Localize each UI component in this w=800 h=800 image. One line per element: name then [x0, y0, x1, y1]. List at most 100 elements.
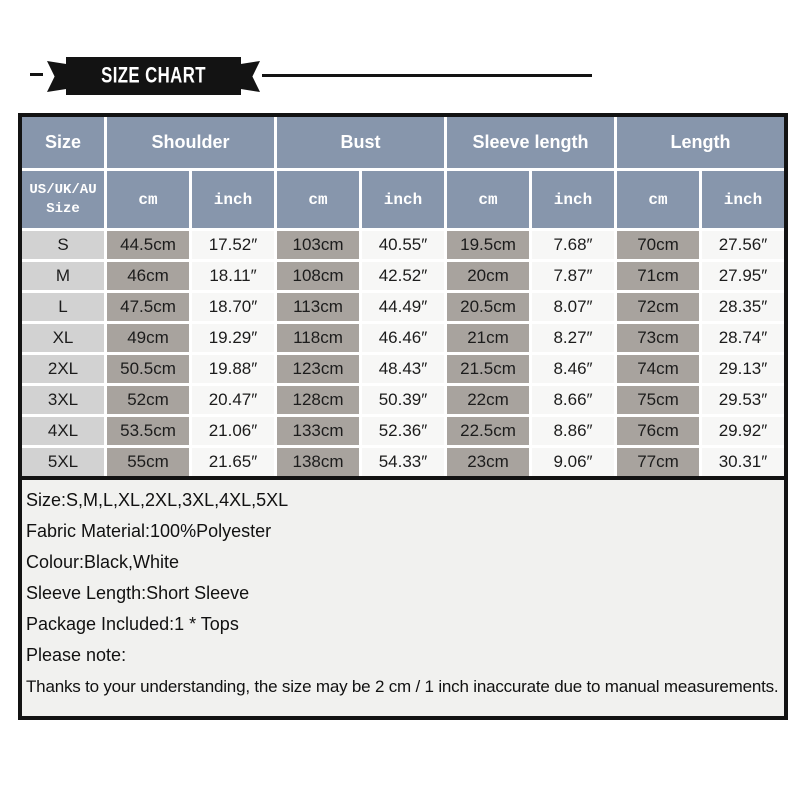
measurement-cell: 28.35″ [702, 293, 784, 321]
group-header-sleeve-length: Sleeve length [447, 117, 614, 168]
measurement-cell: 20cm [447, 262, 529, 290]
size-cell: S [22, 231, 104, 259]
detail-size-line: Size:S,M,L,XL,2XL,3XL,4XL,5XL [26, 490, 289, 510]
size-cell: L [22, 293, 104, 321]
banner-dash [30, 73, 43, 76]
measurement-cell: 23cm [447, 448, 529, 476]
measurement-cell: 46.46″ [362, 324, 444, 352]
measurement-cell: 21cm [447, 324, 529, 352]
ribbon-left-fold-icon [47, 61, 67, 92]
unit-header-cell: inch [702, 171, 784, 228]
measurement-cell: 19.5cm [447, 231, 529, 259]
group-header-bust: Bust [277, 117, 444, 168]
size-cell: 3XL [22, 386, 104, 414]
measurement-cell: 20.47″ [192, 386, 274, 414]
group-header-size: Size [22, 117, 104, 168]
unit-header-cell: cm [277, 171, 359, 228]
measurement-cell: 17.52″ [192, 231, 274, 259]
size-chart-table: Size Shoulder Bust Sleeve length Length … [18, 113, 788, 720]
unit-header-cell: inch [192, 171, 274, 228]
measurement-cell: 27.95″ [702, 262, 784, 290]
measurement-cell: 40.55″ [362, 231, 444, 259]
measurement-cell: 74cm [617, 355, 699, 383]
detail-colour-line: Colour:Black,White [26, 552, 180, 572]
measurement-cell: 103cm [277, 231, 359, 259]
size-cell: M [22, 262, 104, 290]
detail-package-line: Package Included:1 * Tops [26, 614, 239, 634]
measurement-cell: 53.5cm [107, 417, 189, 445]
measurement-cell: 108cm [277, 262, 359, 290]
size-chart-banner: SIZE CHART [66, 57, 241, 95]
measurement-cell: 29.13″ [702, 355, 784, 383]
measurement-cell: 20.5cm [447, 293, 529, 321]
measurement-cell: 8.27″ [532, 324, 614, 352]
group-header-length: Length [617, 117, 784, 168]
measurement-cell: 75cm [617, 386, 699, 414]
measurement-cell: 113cm [277, 293, 359, 321]
measurement-cell: 18.70″ [192, 293, 274, 321]
measurement-cell: 52cm [107, 386, 189, 414]
measurement-cell: 42.52″ [362, 262, 444, 290]
measurement-cell: 46cm [107, 262, 189, 290]
unit-header-cell: cm [617, 171, 699, 228]
measurement-cell: 7.68″ [532, 231, 614, 259]
measurement-cell: 52.36″ [362, 417, 444, 445]
measurement-cell: 128cm [277, 386, 359, 414]
measurement-cell: 29.92″ [702, 417, 784, 445]
measurement-cell: 50.5cm [107, 355, 189, 383]
size-cell: 2XL [22, 355, 104, 383]
detail-sleeve-line: Sleeve Length:Short Sleeve [26, 583, 250, 603]
measurement-cell: 48.43″ [362, 355, 444, 383]
measurement-cell: 76cm [617, 417, 699, 445]
measurement-cell: 138cm [277, 448, 359, 476]
unit-header-cell: inch [532, 171, 614, 228]
group-header-shoulder: Shoulder [107, 117, 274, 168]
unit-header-cell: inch [362, 171, 444, 228]
size-cell: 5XL [22, 448, 104, 476]
detail-fabric-line: Fabric Material:100%Polyester [26, 521, 272, 541]
size-cell: XL [22, 324, 104, 352]
corner-header-cell: US/UK/AU Size [22, 171, 104, 228]
measurement-cell: 118cm [277, 324, 359, 352]
measurement-cell: 8.66″ [532, 386, 614, 414]
measurement-cell: 71cm [617, 262, 699, 290]
detail-note-text: Thanks to your understanding, the size m… [26, 677, 779, 696]
ribbon-right-fold-icon [240, 61, 260, 92]
measurement-cell: 19.88″ [192, 355, 274, 383]
measurement-cell: 22cm [447, 386, 529, 414]
measurement-cell: 54.33″ [362, 448, 444, 476]
unit-header-cell: cm [447, 171, 529, 228]
measurement-cell: 30.31″ [702, 448, 784, 476]
measurement-cell: 70cm [617, 231, 699, 259]
measurement-cell: 27.56″ [702, 231, 784, 259]
size-chart-title: SIZE CHART [101, 63, 206, 88]
measurement-cell: 8.86″ [532, 417, 614, 445]
measurement-cell: 55cm [107, 448, 189, 476]
measurement-cell: 18.11″ [192, 262, 274, 290]
size-cell: 4XL [22, 417, 104, 445]
measurement-cell: 47.5cm [107, 293, 189, 321]
measurement-cell: 133cm [277, 417, 359, 445]
measurement-cell: 29.53″ [702, 386, 784, 414]
measurement-cell: 72cm [617, 293, 699, 321]
measurement-cell: 50.39″ [362, 386, 444, 414]
banner-divider-line [262, 74, 592, 77]
size-chart-grid: Size Shoulder Bust Sleeve length Length … [22, 117, 784, 476]
measurement-cell: 44.5cm [107, 231, 189, 259]
measurement-cell: 7.87″ [532, 262, 614, 290]
measurement-cell: 8.46″ [532, 355, 614, 383]
measurement-cell: 77cm [617, 448, 699, 476]
corner-header-line1: US/UK/AU [29, 181, 97, 198]
measurement-cell: 73cm [617, 324, 699, 352]
measurement-cell: 28.74″ [702, 324, 784, 352]
measurement-cell: 44.49″ [362, 293, 444, 321]
unit-header-cell: cm [107, 171, 189, 228]
measurement-cell: 22.5cm [447, 417, 529, 445]
measurement-cell: 123cm [277, 355, 359, 383]
corner-header-line2: Size [46, 200, 80, 217]
measurement-cell: 49cm [107, 324, 189, 352]
measurement-cell: 9.06″ [532, 448, 614, 476]
product-details-panel: Size:S,M,L,XL,2XL,3XL,4XL,5XL Fabric Mat… [22, 476, 784, 716]
measurement-cell: 21.65″ [192, 448, 274, 476]
measurement-cell: 19.29″ [192, 324, 274, 352]
